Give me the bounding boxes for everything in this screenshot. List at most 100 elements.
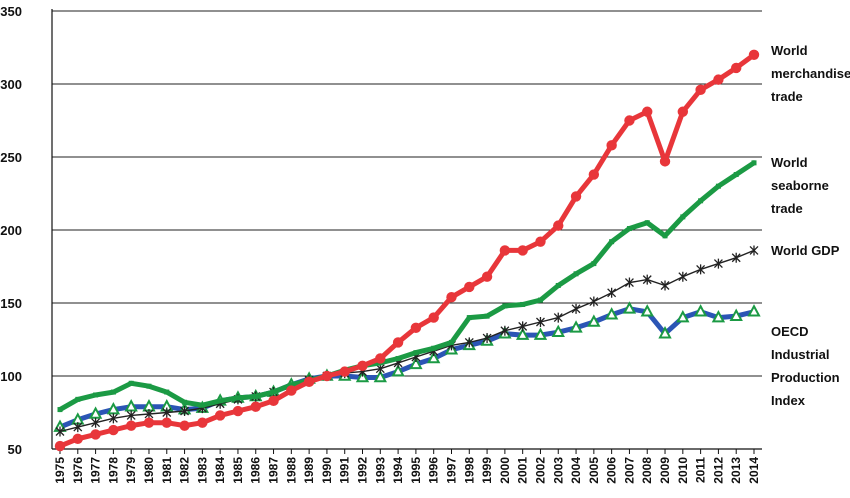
oecd-point-1994: [391, 364, 405, 377]
y-tick-label: 100: [0, 369, 22, 384]
merch-point-1979: [125, 420, 137, 431]
seaborne-point-1986: [253, 393, 259, 399]
seaborne-point-1994: [395, 355, 401, 361]
merch-point-1986: [250, 401, 261, 412]
merch-point-1982: [179, 420, 190, 431]
oecd-point-1977: [88, 406, 103, 419]
x-tick-label: 1985: [231, 457, 245, 484]
series-label-line: World: [771, 43, 808, 58]
x-tick-label: 1986: [249, 457, 263, 484]
seaborne-point-1980: [146, 383, 152, 389]
y-tick-label: 200: [0, 223, 22, 238]
series-label-gdp: World GDP: [771, 243, 840, 258]
seaborne-point-1982: [182, 399, 188, 405]
seaborne-point-2013: [733, 172, 739, 178]
series-label-line: World GDP: [771, 243, 840, 258]
series-line-oecd: [57, 306, 757, 430]
merch-point-2003: [553, 220, 564, 231]
series-label-oecd: OECD Industrial Production Index: [771, 324, 840, 408]
merch-point-1988: [286, 385, 297, 396]
gdp-point-2008: [642, 274, 652, 285]
gdp-point-2012: [713, 258, 723, 269]
x-tick-label: 2006: [605, 457, 619, 484]
merch-point-1987: [268, 395, 279, 407]
y-tick-label: 150: [0, 296, 22, 311]
series-label-line: merchandise: [771, 66, 850, 81]
merch-point-2004: [570, 191, 582, 202]
gdp-point-2009: [660, 280, 670, 291]
merch-point-1976: [72, 433, 83, 444]
oecd-point-2004: [569, 320, 583, 333]
merch-point-2013: [731, 62, 742, 74]
merch-point-1996: [428, 312, 439, 323]
gdp-point-2000: [500, 325, 510, 336]
merch-point-1978: [108, 424, 119, 436]
seaborne-point-1987: [271, 389, 277, 395]
seaborne-point-1995: [413, 350, 419, 356]
seaborne-point-2007: [626, 226, 632, 232]
x-tick-label: 2013: [729, 457, 743, 484]
x-tick-label: 1976: [71, 457, 85, 484]
x-tick-label: 1993: [373, 457, 387, 484]
series-line-seaborne: [57, 160, 757, 413]
x-tick-label: 1988: [284, 457, 298, 484]
merch-point-2007: [624, 115, 635, 126]
oecd-point-1995: [409, 356, 423, 370]
series-label-line: Index: [771, 393, 806, 408]
series-line-gdp: [59, 249, 755, 433]
gdp-point-2005: [589, 296, 599, 307]
gdp-point-2011: [696, 264, 706, 275]
merch-point-1984: [214, 410, 226, 421]
merch-point-2012: [713, 74, 724, 85]
seaborne-point-1998: [466, 315, 472, 321]
x-tick-label: 1990: [320, 457, 334, 484]
merch-point-1977: [90, 429, 101, 440]
gdp-point-2001: [518, 321, 528, 332]
gdp-point-2014: [749, 245, 759, 256]
seaborne-point-1985: [235, 395, 241, 401]
gdp-point-2006: [607, 287, 617, 298]
x-tick-label: 1989: [302, 457, 316, 484]
oecd-point-2012: [711, 309, 726, 323]
series-label-seaborne: World seaborne trade: [771, 155, 829, 216]
seaborne-point-2000: [502, 303, 508, 309]
merch-point-2002: [535, 236, 546, 247]
gdp-point-1998: [464, 337, 474, 348]
oecd-point-2003: [551, 324, 565, 337]
series-label-merch: World merchandise trade: [771, 43, 850, 104]
x-tick-label: 2000: [498, 457, 512, 484]
gdp-point-2002: [536, 316, 545, 327]
merch-point-1993: [375, 353, 386, 364]
gdp-point-2007: [624, 277, 634, 288]
series-label-line: OECD: [771, 324, 809, 339]
x-tick-label: 2008: [640, 457, 654, 484]
series-label-line: Industrial: [771, 347, 830, 362]
seaborne-point-1981: [164, 389, 170, 395]
oecd-point-2013: [729, 308, 743, 321]
x-tick-label: 1978: [106, 457, 120, 484]
seaborne-point-2006: [609, 239, 615, 245]
merch-point-2009: [659, 156, 671, 167]
gdp-point-2003: [553, 312, 563, 323]
oecd-point-2010: [676, 309, 690, 323]
merch-point-1990: [321, 370, 333, 382]
gdp-point-2004: [571, 303, 581, 314]
merch-point-1985: [232, 405, 244, 417]
merch-point-1975: [54, 440, 66, 452]
seaborne-point-1988: [288, 382, 294, 388]
seaborne-point-2005: [591, 261, 597, 267]
x-tick-label: 1995: [409, 457, 423, 484]
seaborne-point-1978: [110, 389, 116, 395]
gdp-point-1978: [108, 413, 118, 424]
x-tick-label: 2005: [587, 457, 601, 484]
x-tick-label: 1992: [356, 457, 370, 484]
seaborne-point-1996: [431, 345, 437, 351]
seaborne-point-1997: [448, 339, 454, 345]
y-tick-label: 300: [0, 77, 22, 92]
merch-point-2010: [677, 106, 689, 117]
gdp-point-1980: [144, 408, 154, 419]
series-label-line: trade: [771, 89, 803, 104]
x-tick-label: 2004: [569, 457, 583, 484]
